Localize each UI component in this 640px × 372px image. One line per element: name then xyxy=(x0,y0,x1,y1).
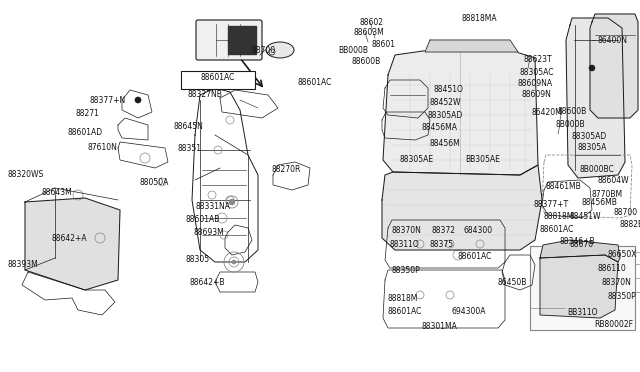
Text: 88601AC: 88601AC xyxy=(201,73,235,82)
FancyBboxPatch shape xyxy=(196,20,262,60)
Text: 86450B: 86450B xyxy=(498,278,527,287)
Text: 886110: 886110 xyxy=(597,264,626,273)
Text: 88600B: 88600B xyxy=(352,57,381,66)
Text: 88311O: 88311O xyxy=(390,240,420,249)
FancyBboxPatch shape xyxy=(181,71,255,89)
Polygon shape xyxy=(25,198,120,290)
Text: 88670: 88670 xyxy=(570,240,594,249)
Text: 88642+A: 88642+A xyxy=(52,234,88,243)
Text: 88609NA: 88609NA xyxy=(517,79,552,88)
Polygon shape xyxy=(590,14,638,118)
Text: 88609N: 88609N xyxy=(521,90,551,99)
Text: 88602: 88602 xyxy=(359,18,383,27)
Text: BB311O: BB311O xyxy=(567,308,598,317)
Text: 88700: 88700 xyxy=(252,46,276,55)
Text: 88623T: 88623T xyxy=(523,55,552,64)
Text: 88452W: 88452W xyxy=(429,98,461,107)
Text: 88305AD: 88305AD xyxy=(427,111,462,120)
Text: 86400N: 86400N xyxy=(597,36,627,45)
Text: 88643M: 88643M xyxy=(42,188,73,197)
Text: 88603M: 88603M xyxy=(353,28,384,37)
Text: 684300: 684300 xyxy=(463,226,492,235)
Text: 88645N: 88645N xyxy=(174,122,204,131)
Text: 88451W: 88451W xyxy=(570,212,602,221)
Polygon shape xyxy=(540,240,620,262)
Circle shape xyxy=(135,97,141,103)
Text: 88050A: 88050A xyxy=(139,178,168,187)
Text: 88456MB: 88456MB xyxy=(581,198,617,207)
Text: 88601AD: 88601AD xyxy=(68,128,103,137)
Ellipse shape xyxy=(266,42,294,58)
Text: 88693M: 88693M xyxy=(193,228,224,237)
Text: 88601AC: 88601AC xyxy=(540,225,574,234)
Text: 88370N: 88370N xyxy=(392,226,422,235)
Text: 88604W: 88604W xyxy=(598,176,630,185)
Text: 88305AD: 88305AD xyxy=(572,132,607,141)
Text: 694300A: 694300A xyxy=(452,307,486,316)
Polygon shape xyxy=(530,246,635,330)
Circle shape xyxy=(229,199,235,205)
Text: 88301MA: 88301MA xyxy=(421,322,457,331)
Text: 88642+B: 88642+B xyxy=(189,278,225,287)
Polygon shape xyxy=(540,255,618,318)
Text: 8882B: 8882B xyxy=(619,220,640,229)
Text: 88346+B: 88346+B xyxy=(560,237,596,246)
Text: 88372: 88372 xyxy=(432,226,456,235)
Text: 88320WS: 88320WS xyxy=(8,170,44,179)
Text: 88461MB: 88461MB xyxy=(546,182,582,191)
Text: 8B000BC: 8B000BC xyxy=(579,165,614,174)
Text: 88818M: 88818M xyxy=(544,212,574,221)
Text: 88601: 88601 xyxy=(371,40,395,49)
Text: 8B000B: 8B000B xyxy=(556,120,586,129)
Text: 88601AC: 88601AC xyxy=(388,307,422,316)
Text: 88456M: 88456M xyxy=(430,139,461,148)
Text: BB305AE: BB305AE xyxy=(465,155,500,164)
Text: 88305AC: 88305AC xyxy=(520,68,554,77)
Text: 88451O: 88451O xyxy=(434,85,464,94)
Text: 88375: 88375 xyxy=(430,240,454,249)
Text: 86420M: 86420M xyxy=(532,108,563,117)
Text: 88305AE: 88305AE xyxy=(400,155,434,164)
Text: 88370N: 88370N xyxy=(601,278,631,287)
Text: 88818M: 88818M xyxy=(388,294,419,303)
Text: 88377+N: 88377+N xyxy=(90,96,126,105)
Polygon shape xyxy=(425,40,518,52)
Polygon shape xyxy=(383,50,538,175)
Polygon shape xyxy=(228,26,256,54)
Polygon shape xyxy=(566,18,625,178)
Text: 8770BM: 8770BM xyxy=(591,190,622,199)
Text: 88700: 88700 xyxy=(613,208,637,217)
Text: BB000B: BB000B xyxy=(338,46,368,55)
Text: 86650X: 86650X xyxy=(607,250,637,259)
Polygon shape xyxy=(382,165,542,250)
Text: 88601AC: 88601AC xyxy=(297,78,332,87)
Text: 88600B: 88600B xyxy=(558,107,588,116)
Text: 88305A: 88305A xyxy=(578,143,607,152)
Text: RB80002F: RB80002F xyxy=(594,320,633,329)
Text: 88350P: 88350P xyxy=(392,266,420,275)
Text: 88377+T: 88377+T xyxy=(534,200,569,209)
Text: 88350P: 88350P xyxy=(608,292,637,301)
Circle shape xyxy=(232,260,236,264)
Text: 88327NB: 88327NB xyxy=(188,90,223,99)
Text: 88270R: 88270R xyxy=(271,165,300,174)
Text: 88818MA: 88818MA xyxy=(462,14,498,23)
Text: 88271: 88271 xyxy=(76,109,100,118)
Text: 88351: 88351 xyxy=(178,144,202,153)
Text: 88331NA: 88331NA xyxy=(196,202,231,211)
Text: 88393M: 88393M xyxy=(8,260,39,269)
Circle shape xyxy=(589,65,595,71)
Text: 88305: 88305 xyxy=(185,255,209,264)
Text: 88456MA: 88456MA xyxy=(421,123,457,132)
Text: 87610N: 87610N xyxy=(87,143,117,152)
Text: 88601AB: 88601AB xyxy=(186,215,220,224)
Text: 88601AC: 88601AC xyxy=(458,252,492,261)
